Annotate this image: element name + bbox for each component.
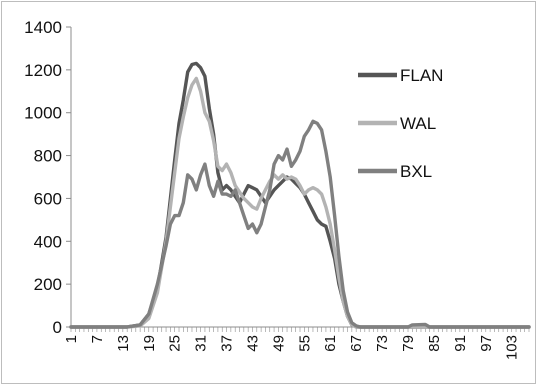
y-axis-ticks: 0 200 400 600 800 1000 1200 1400 <box>24 18 71 337</box>
x-tick-label: 79 <box>400 335 417 352</box>
y-tick-label: 600 <box>34 189 62 208</box>
legend-label-wal: WAL <box>400 114 436 133</box>
x-tick-label: 37 <box>219 335 236 352</box>
y-tick-label: 1000 <box>24 104 62 123</box>
x-tick-label: 103 <box>504 335 521 360</box>
y-tick-label: 0 <box>53 318 62 337</box>
legend-label-flan: FLAN <box>400 66 443 85</box>
y-tick-label: 1200 <box>24 61 62 80</box>
x-tick-label: 43 <box>244 335 261 352</box>
x-tick-label: 61 <box>322 335 339 352</box>
y-tick-label: 200 <box>34 275 62 294</box>
series-line-flan <box>69 61 531 329</box>
x-tick-label: 19 <box>141 335 158 352</box>
x-tick-label: 1 <box>63 335 80 343</box>
x-tick-label: 49 <box>270 335 287 352</box>
x-tick-label: 25 <box>167 335 184 352</box>
legend-label-bxl: BXL <box>400 162 432 181</box>
series-lines <box>69 61 531 329</box>
y-tick-label: 800 <box>34 147 62 166</box>
x-tick-label: 7 <box>89 335 106 343</box>
x-tick-label: 73 <box>374 335 391 352</box>
x-tick-label: 97 <box>478 335 495 352</box>
y-tick-label: 400 <box>34 232 62 251</box>
x-tick-label: 91 <box>452 335 469 352</box>
x-tick-label: 67 <box>348 335 365 352</box>
x-tick-label: 55 <box>296 335 313 352</box>
series-line-wal <box>69 76 531 329</box>
y-tick-label: 1400 <box>24 18 62 37</box>
x-tick-label: 85 <box>426 335 443 352</box>
axes <box>70 27 529 328</box>
x-axis-ticks: 1 7 13 19 25 31 37 43 49 55 61 67 73 79 85 91 97 103 <box>63 327 530 360</box>
x-tick-label: 31 <box>193 335 210 352</box>
legend: FLAN WAL BXL <box>358 66 443 181</box>
series-line-bxl <box>69 119 531 329</box>
x-tick-label: 13 <box>115 335 132 352</box>
